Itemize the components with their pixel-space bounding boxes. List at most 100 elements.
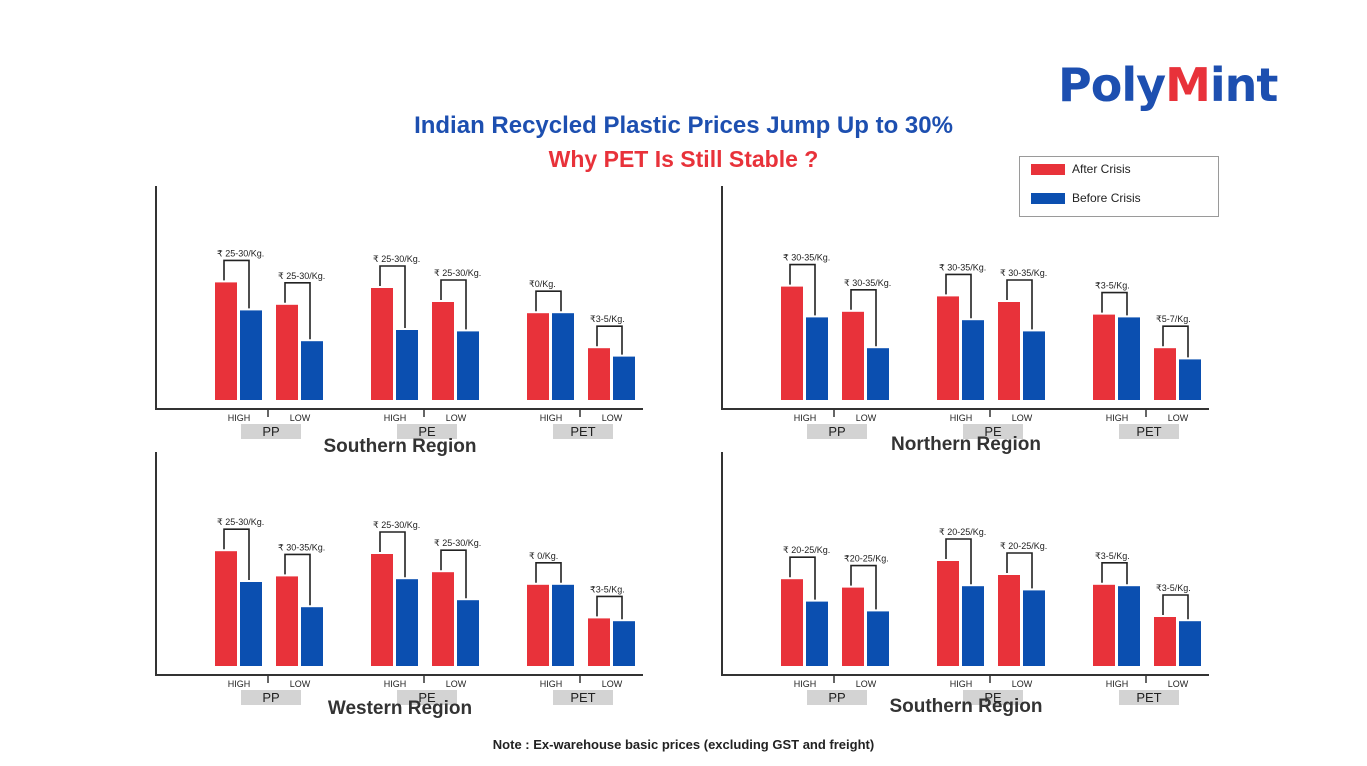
- group-label-box: [241, 690, 301, 705]
- change-bracket: [1162, 594, 1189, 620]
- bar-after-pet-high: [527, 313, 549, 400]
- bar-before-pe-high: [396, 330, 418, 400]
- bar-before-pe-high: [396, 579, 418, 666]
- tick-label-high: HIGH: [794, 679, 817, 689]
- group-label-box: [397, 424, 457, 439]
- tick-label-low: LOW: [602, 679, 623, 689]
- group-label-pp: PP: [828, 424, 845, 439]
- group-label-pe: PE: [984, 690, 1002, 705]
- chart-legend: After Crisis Before Crisis: [1019, 156, 1219, 217]
- logo-text-int: int: [1209, 58, 1279, 112]
- bar-after-pp-high: [781, 286, 803, 400]
- tick-label-low: LOW: [446, 679, 467, 689]
- group-label-pe: PE: [418, 424, 436, 439]
- page-title: Indian Recycled Plastic Prices Jump Up t…: [414, 112, 953, 139]
- group-label-pet: PET: [570, 690, 595, 705]
- logo-text-poly: Poly: [1058, 58, 1166, 112]
- data-label: ₹ 25-30/Kg.: [373, 520, 420, 530]
- bar-after-pet-low: [588, 348, 610, 400]
- region-title: Northern Region: [891, 434, 1041, 455]
- tick-label-high: HIGH: [794, 413, 817, 423]
- bar-after-pp-high: [215, 551, 237, 666]
- data-label: ₹3-5/Kg.: [590, 314, 625, 324]
- change-bracket: [535, 290, 562, 312]
- bar-after-pe-high: [371, 288, 393, 400]
- bar-before-pet-high: [552, 313, 574, 400]
- tick-label-high: HIGH: [1106, 413, 1129, 423]
- tick-label-low: LOW: [290, 413, 311, 423]
- data-label: ₹5-7/Kg.: [1156, 314, 1191, 324]
- group-label-pe: PE: [418, 690, 436, 705]
- bar-after-pp-low: [276, 576, 298, 666]
- group-label-pet: PET: [1136, 690, 1161, 705]
- legend-label-after: After Crisis: [1072, 162, 1131, 176]
- legend-swatch-after: [1031, 163, 1065, 175]
- tick-label-high: HIGH: [540, 413, 563, 423]
- tick-label-high: HIGH: [228, 413, 251, 423]
- change-bracket: [284, 282, 311, 340]
- change-bracket: [535, 562, 562, 583]
- change-bracket: [945, 538, 972, 585]
- change-bracket: [945, 273, 972, 319]
- data-label: ₹20-25/Kg.: [844, 554, 889, 564]
- region-title: Southern Region: [323, 436, 476, 457]
- page-subtitle: Why PET Is Still Stable ?: [548, 146, 819, 172]
- legend-item-after: After Crisis: [1031, 162, 1131, 176]
- footnote: Note : Ex-warehouse basic prices (exclud…: [492, 737, 875, 752]
- bar-before-pp-low: [301, 607, 323, 666]
- change-bracket: [1101, 562, 1128, 585]
- group-label-box: [1119, 690, 1179, 705]
- data-label: ₹ 20-25/Kg.: [783, 545, 830, 555]
- legend-label-before: Before Crisis: [1072, 191, 1141, 205]
- bar-before-pp-low: [867, 348, 889, 400]
- region-title: Western Region: [328, 698, 472, 719]
- bar-before-pet-high: [1118, 317, 1140, 400]
- bar-before-pe-high: [962, 320, 984, 400]
- bar-before-pet-high: [1118, 586, 1140, 666]
- bar-after-pet-low: [1154, 617, 1176, 666]
- bar-after-pet-high: [1093, 314, 1115, 400]
- data-label: ₹ 25-30/Kg.: [434, 268, 481, 278]
- bar-after-pet-low: [1154, 348, 1176, 400]
- change-bracket: [850, 289, 877, 347]
- bar-before-pp-low: [301, 341, 323, 400]
- group-label-box: [397, 690, 457, 705]
- bar-after-pe-low: [432, 302, 454, 400]
- data-label: ₹3-5/Kg.: [1095, 551, 1130, 561]
- group-label-box: [1119, 424, 1179, 439]
- change-bracket: [1101, 291, 1128, 316]
- change-bracket: [596, 595, 623, 620]
- bar-after-pe-high: [937, 561, 959, 666]
- data-label: ₹ 25-30/Kg.: [373, 254, 420, 264]
- change-bracket: [1162, 325, 1189, 358]
- chart-northern-region: ₹ 30-35/Kg. HIGH ₹ 30-35/Kg. LOW PP ₹ 30-35/K…: [721, 186, 1209, 455]
- bar-before-pp-low: [867, 611, 889, 666]
- group-label-box: [807, 424, 867, 439]
- data-label: ₹ 0/Kg.: [529, 551, 558, 561]
- data-label: ₹ 25-30/Kg.: [217, 248, 264, 258]
- change-bracket: [223, 528, 250, 580]
- group-label-box: [553, 424, 613, 439]
- data-label: ₹ 25-30/Kg.: [434, 538, 481, 548]
- bar-after-pet-high: [1093, 584, 1115, 666]
- data-label: ₹ 30-35/Kg.: [278, 542, 325, 552]
- tick-label-high: HIGH: [1106, 679, 1129, 689]
- group-label-box: [963, 424, 1023, 439]
- tick-label-high: HIGH: [384, 413, 407, 423]
- legend-item-before: Before Crisis: [1031, 191, 1141, 205]
- group-label-box: [241, 424, 301, 439]
- tick-label-high: HIGH: [540, 679, 563, 689]
- data-label: ₹ 20-25/Kg.: [939, 527, 986, 537]
- group-label-pp: PP: [262, 690, 279, 705]
- group-label-pet: PET: [570, 424, 595, 439]
- group-label-pp: PP: [828, 690, 845, 705]
- chart-western-region: ₹ 25-30/Kg. HIGH ₹ 30-35/Kg. LOW PP ₹ 25-30/K…: [155, 452, 643, 719]
- data-label: ₹ 25-30/Kg.: [278, 271, 325, 281]
- tick-label-low: LOW: [1168, 413, 1189, 423]
- change-bracket: [284, 553, 311, 606]
- change-bracket: [440, 279, 467, 330]
- tick-label-high: HIGH: [950, 413, 973, 423]
- change-bracket: [379, 265, 406, 328]
- group-label-box: [963, 690, 1023, 705]
- data-label: ₹0/Kg.: [529, 279, 556, 289]
